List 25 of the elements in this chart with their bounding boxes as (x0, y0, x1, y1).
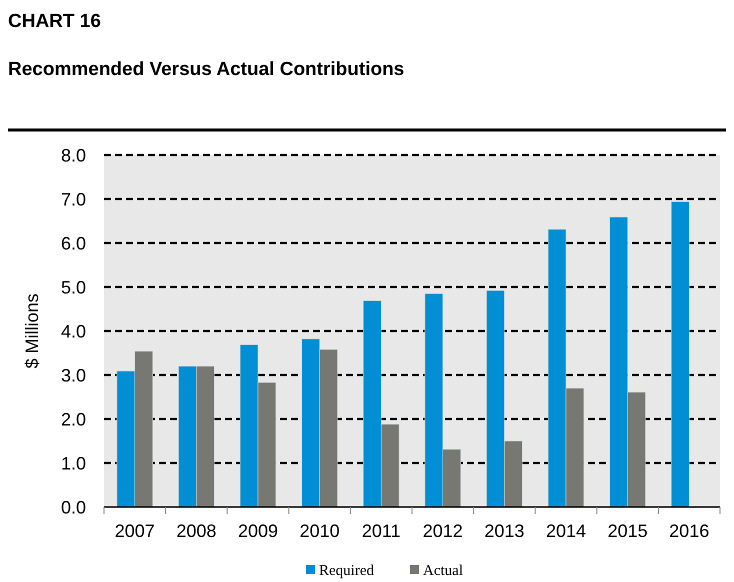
y-axis-title: $ Millions (22, 293, 42, 369)
y-tick-label: 2.0 (60, 409, 86, 430)
x-tick-label: 2008 (176, 521, 216, 541)
bar (671, 201, 690, 508)
x-tick-label: 2012 (422, 521, 463, 541)
x-tick-label: 2013 (484, 521, 524, 541)
y-tick-label: 6.0 (60, 233, 86, 254)
x-tick-label: 2015 (608, 521, 648, 541)
y-tick-label: 3.0 (60, 365, 86, 386)
x-tick-label: 2011 (362, 521, 401, 541)
x-tick-label: 2016 (669, 521, 710, 541)
y-tick-label: 4.0 (60, 321, 86, 342)
y-tick-label: 7.0 (60, 189, 86, 210)
chart-subtitle: Recommended Versus Actual Contributions (8, 59, 404, 80)
y-tick-label: 8.0 (60, 145, 86, 166)
y-tick-label: 5.0 (60, 277, 86, 298)
x-tick-label: 2009 (238, 521, 278, 541)
y-tick-label: 1.0 (60, 453, 86, 474)
legend-label: Actual (423, 563, 463, 579)
x-tick-label: 2007 (114, 521, 155, 541)
legend-label: Required (319, 563, 374, 579)
x-tick-label: 2010 (300, 521, 340, 541)
y-tick-label: 0.0 (60, 497, 86, 518)
chart-title: CHART 16 (8, 11, 101, 32)
x-tick-label: 2014 (546, 521, 586, 541)
